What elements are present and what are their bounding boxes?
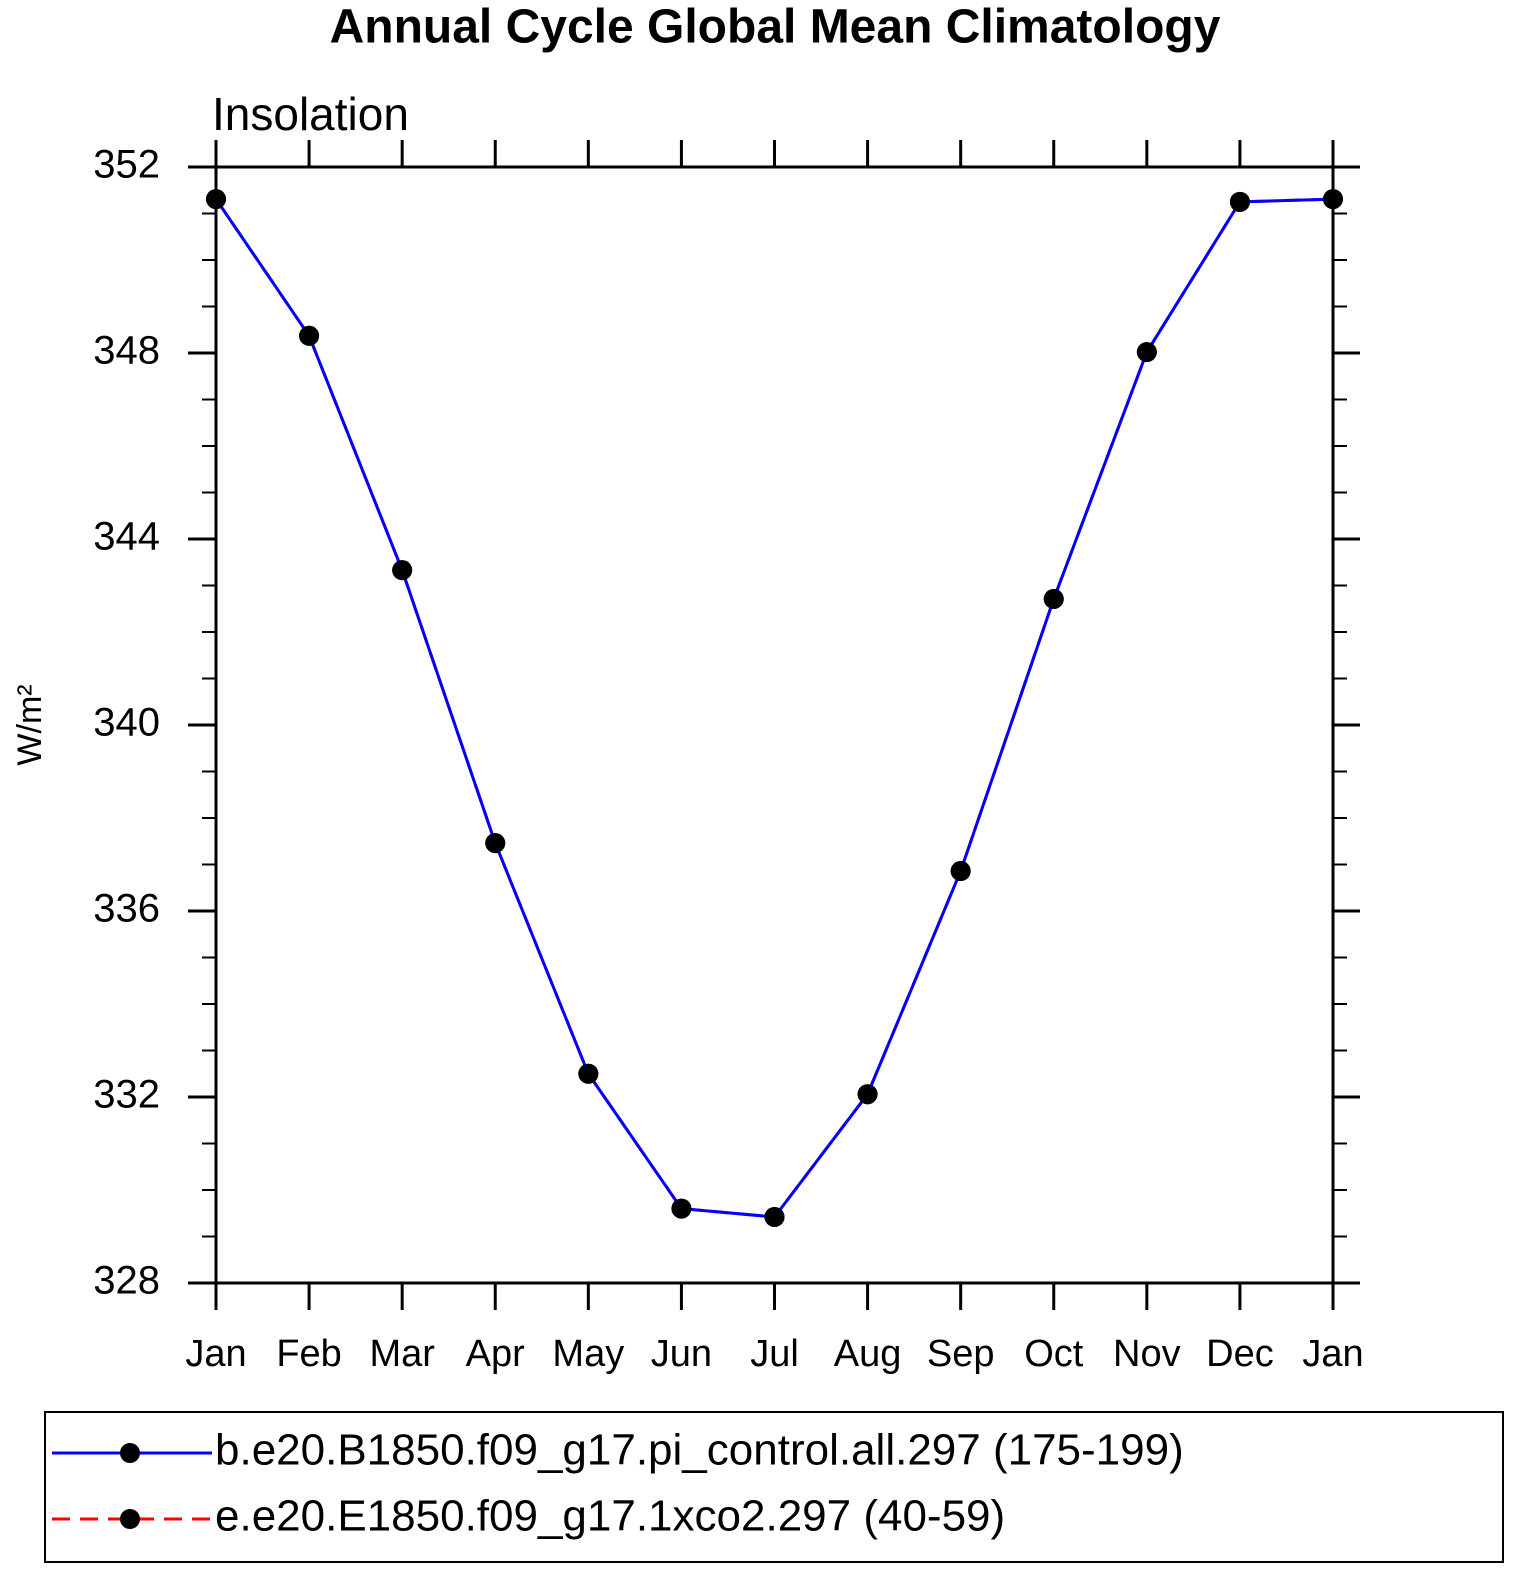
data-point: [764, 1206, 785, 1227]
x-tick-label: May: [552, 1333, 624, 1375]
data-point: [1043, 588, 1064, 609]
legend-box: [44, 1411, 1504, 1563]
data-point: [578, 1063, 599, 1084]
y-axis-label: W/m²: [11, 684, 49, 765]
x-tick-label: Jan: [185, 1333, 246, 1375]
chart-title: Annual Cycle Global Mean Climatology: [330, 1, 1221, 54]
x-tick-label: Sep: [927, 1333, 995, 1375]
data-point: [1136, 342, 1157, 363]
subtitle: Insolation: [212, 88, 409, 140]
legend-label: b.e20.B1850.f09_g17.pi_control.all.297 (…: [215, 1426, 1184, 1475]
y-tick-label: 332: [93, 1073, 160, 1117]
series-line: [214, 197, 1334, 1219]
data-point: [206, 189, 226, 210]
legend-label: e.e20.E1850.f09_g17.1xco2.297 (40-59): [215, 1492, 1005, 1541]
y-tick-label: 340: [93, 701, 160, 745]
data-point: [392, 560, 413, 581]
data-point: [671, 1198, 692, 1219]
x-tick-label: Jul: [750, 1333, 799, 1375]
data-point: [857, 1084, 878, 1105]
data-point: [485, 833, 506, 854]
x-tick-label: Apr: [466, 1333, 525, 1375]
x-tick-label: Dec: [1206, 1333, 1274, 1375]
y-tick-label: 328: [93, 1259, 160, 1303]
series-line: [214, 197, 1334, 1219]
data-point: [299, 325, 320, 346]
y-tick-label: 344: [93, 515, 160, 559]
y-tick-label: 348: [93, 329, 160, 373]
legend-marker: [120, 1509, 140, 1529]
legend-marker: [120, 1443, 140, 1463]
x-tick-label: Mar: [369, 1333, 435, 1375]
x-tick-label: Jan: [1302, 1333, 1363, 1375]
data-point: [1323, 189, 1343, 210]
x-tick-label: Jun: [651, 1333, 712, 1375]
x-tick-label: Nov: [1113, 1333, 1181, 1375]
data-point: [950, 861, 971, 882]
x-tick-label: Feb: [276, 1333, 341, 1375]
x-tick-label: Aug: [834, 1333, 902, 1375]
x-tick-label: Oct: [1024, 1333, 1084, 1375]
data-point: [1229, 191, 1250, 212]
y-tick-label: 352: [93, 143, 160, 187]
y-tick-label: 336: [93, 887, 160, 931]
